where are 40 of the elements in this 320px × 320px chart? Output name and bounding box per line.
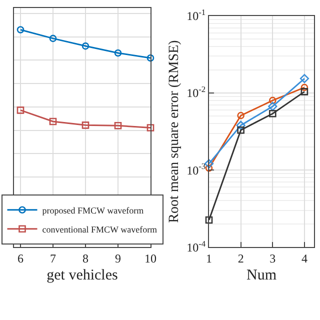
point	[16, 106, 24, 114]
point	[237, 112, 244, 120]
y-tick-label: 10$^{-4}$	[186, 239, 206, 254]
point	[268, 110, 276, 118]
point	[146, 124, 154, 132]
point	[205, 216, 213, 224]
x-tick-label: 6	[18, 252, 24, 266]
y-tick-label: 10$^{-2}$	[186, 85, 206, 100]
point	[205, 164, 213, 172]
x-tick-label: 9	[115, 252, 121, 266]
point	[268, 102, 278, 111]
x-tick-label: 7	[50, 252, 56, 266]
point	[82, 42, 90, 50]
y-tick-label: 10$^{-3}$	[186, 162, 206, 178]
x-tick-label: 3	[270, 252, 276, 266]
point	[114, 49, 122, 57]
point	[300, 74, 309, 84]
x-axis-title: Num	[246, 268, 277, 284]
legend-label: conventional FMCW waveform	[42, 224, 158, 234]
point	[49, 34, 57, 42]
y-tick-label: 10$^{-1}$	[186, 8, 206, 24]
point	[16, 26, 24, 34]
point	[204, 159, 214, 168]
point	[300, 84, 308, 92]
x-tick-label: 10	[144, 252, 156, 266]
point	[237, 126, 244, 134]
point	[49, 118, 57, 126]
point	[114, 122, 122, 130]
point	[300, 88, 308, 96]
x-tick-label: 2	[238, 252, 244, 266]
y-axis-title: Root mean square error (RMSE)	[167, 40, 182, 223]
legend-label: proposed FMCW waveform	[42, 205, 144, 216]
x-tick-label: 8	[82, 252, 88, 266]
x-tick-label: 4	[301, 252, 308, 266]
point	[236, 120, 246, 130]
x-tick-label: 1	[206, 252, 212, 266]
point	[268, 96, 276, 104]
point	[146, 54, 154, 62]
x-axis-title: get vehicles	[46, 268, 118, 284]
point	[82, 122, 90, 129]
